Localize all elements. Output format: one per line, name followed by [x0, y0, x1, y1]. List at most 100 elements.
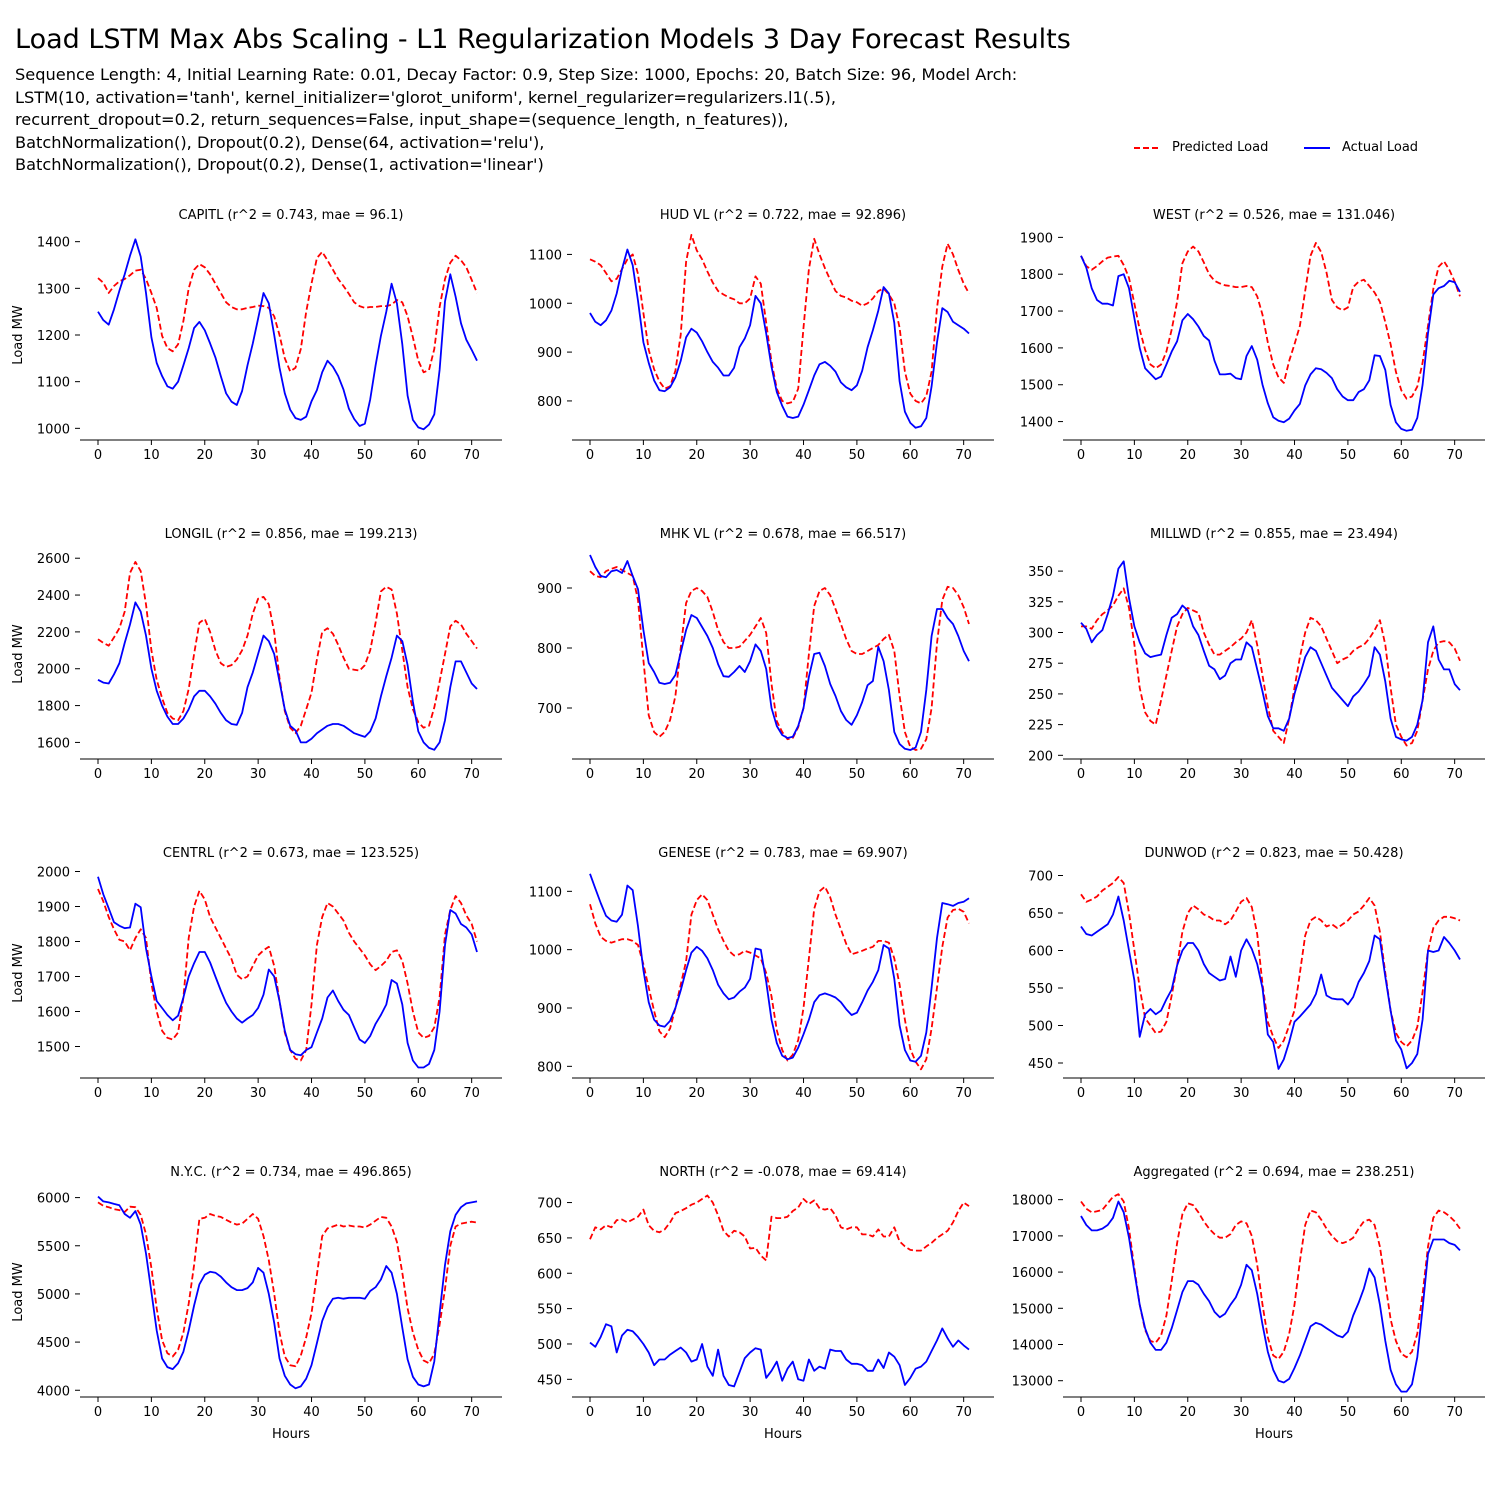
- x-tick-label: 40: [303, 1405, 320, 1420]
- x-tick-label: 60: [1393, 448, 1410, 463]
- x-tick-label: 70: [955, 767, 972, 782]
- x-tick-label: 0: [94, 448, 102, 463]
- x-tick-label: 60: [902, 767, 919, 782]
- x-tick-label: 70: [955, 448, 972, 463]
- chart-panel: WEST (r^2 = 0.526, mae = 131.046) 0 10 20 30…: [1020, 208, 1485, 463]
- x-tick-label: 10: [635, 448, 652, 463]
- x-tick-label: 20: [688, 767, 705, 782]
- x-tick-label: 10: [143, 1405, 160, 1420]
- y-tick-label: 1300: [37, 282, 70, 297]
- x-tick-label: 10: [635, 767, 652, 782]
- chart-panel: LONGIL (r^2 = 0.856, mae = 199.213) 0 10 20…: [11, 527, 502, 782]
- x-tick-label: 10: [1126, 767, 1143, 782]
- y-tick-label: 14000: [1012, 1339, 1053, 1354]
- legend-label-actual: Actual Load: [1342, 140, 1419, 155]
- x-tick-label: 40: [795, 1086, 812, 1101]
- actual-load-line: [97, 601, 478, 751]
- y-tick-label: 500: [1028, 1020, 1053, 1035]
- x-tick-label: 60: [902, 448, 919, 463]
- x-tick-label: 20: [196, 1405, 213, 1420]
- x-tick-label: 0: [586, 448, 594, 463]
- x-tick-label: 10: [143, 448, 160, 463]
- y-tick-label: 450: [537, 1373, 562, 1388]
- y-tick-label: 1900: [37, 901, 70, 916]
- y-tick-label: 275: [1028, 657, 1053, 672]
- x-tick-label: 20: [1179, 1086, 1196, 1101]
- x-tick-label: 0: [94, 1086, 102, 1101]
- y-tick-label: 250: [1028, 688, 1053, 703]
- actual-load-line: [589, 873, 970, 1063]
- x-tick-label: 30: [250, 767, 267, 782]
- y-tick-label: 4500: [37, 1336, 70, 1351]
- predicted-load-line: [1080, 241, 1461, 400]
- y-tick-label: 2200: [37, 626, 70, 641]
- legend-swatch-actual: [1304, 146, 1330, 149]
- y-tick-label: 16000: [1012, 1266, 1053, 1281]
- y-tick-label: 600: [1028, 945, 1053, 960]
- x-tick-label: 10: [143, 1086, 160, 1101]
- predicted-load-line: [589, 566, 970, 751]
- y-tick-label: 300: [1028, 627, 1053, 642]
- actual-load-line: [589, 1323, 970, 1388]
- y-tick-label: 350: [1028, 565, 1053, 580]
- x-tick-label: 60: [902, 1086, 919, 1101]
- subtitle-line: BatchNormalization(), Dropout(0.2), Dens…: [15, 155, 544, 174]
- x-tick-label: 10: [1126, 1086, 1143, 1101]
- x-tick-label: 20: [1179, 448, 1196, 463]
- x-tick-label: 30: [742, 448, 759, 463]
- legend-label-predicted: Predicted Load: [1172, 140, 1269, 155]
- x-tick-label: 0: [1077, 1405, 1085, 1420]
- panel-title: HUD VL (r^2 = 0.722, mae = 92.896): [660, 208, 906, 223]
- x-tick-label: 60: [1393, 1086, 1410, 1101]
- panel-title: DUNWOD (r^2 = 0.823, mae = 50.428): [1144, 846, 1403, 861]
- subtitle-line: LSTM(10, activation='tanh', kernel_initi…: [15, 87, 836, 107]
- panel-title: MHK VL (r^2 = 0.678, mae = 66.517): [660, 527, 906, 542]
- x-tick-label: 10: [635, 1086, 652, 1101]
- y-axis-label: Load MW: [11, 305, 26, 365]
- panel-title: CENTRL (r^2 = 0.673, mae = 123.525): [163, 846, 419, 861]
- y-tick-label: 2000: [37, 663, 70, 678]
- predicted-load-line: [97, 561, 478, 735]
- x-tick-label: 50: [1340, 448, 1357, 463]
- y-tick-label: 1000: [37, 422, 70, 437]
- x-tick-label: 40: [303, 1086, 320, 1101]
- x-tick-label: 40: [795, 1405, 812, 1420]
- subtitle-line: Sequence Length: 4, Initial Learning Rat…: [15, 65, 1018, 84]
- x-tick-label: 30: [250, 448, 267, 463]
- x-tick-label: 60: [1393, 767, 1410, 782]
- y-tick-label: 1800: [1020, 268, 1053, 283]
- chart-panel: MHK VL (r^2 = 0.678, mae = 66.517) 0 10 20 3…: [537, 527, 994, 782]
- y-tick-label: 1700: [37, 971, 70, 986]
- x-tick-label: 50: [1340, 1086, 1357, 1101]
- y-axis-label: Load MW: [11, 624, 26, 684]
- x-tick-label: 50: [357, 1405, 374, 1420]
- y-tick-label: 1800: [37, 700, 70, 715]
- y-tick-label: 1600: [1020, 342, 1053, 357]
- y-tick-label: 650: [1028, 907, 1053, 922]
- y-axis-label: Load MW: [11, 943, 26, 1003]
- x-tick-label: 50: [849, 767, 866, 782]
- figure-subtitle: Sequence Length: 4, Initial Learning Rat…: [15, 64, 1115, 177]
- y-tick-label: 1100: [37, 376, 70, 391]
- y-tick-label: 600: [537, 1267, 562, 1282]
- y-tick-label: 2400: [37, 589, 70, 604]
- legend-swatch-predicted: [1134, 146, 1160, 149]
- actual-load-line: [589, 248, 970, 429]
- y-tick-label: 2000: [37, 866, 70, 881]
- chart-panel: GENESE (r^2 = 0.783, mae = 69.907) 0 10 20 3…: [529, 846, 994, 1101]
- x-tick-label: 60: [1393, 1405, 1410, 1420]
- x-tick-label: 20: [688, 448, 705, 463]
- y-axis-label: Load MW: [11, 1262, 26, 1322]
- x-tick-label: 70: [463, 1405, 480, 1420]
- chart-panel: N.Y.C. (r^2 = 0.734, mae = 496.865) 0 10 20…: [11, 1165, 502, 1442]
- x-tick-label: 50: [1340, 1405, 1357, 1420]
- predicted-load-line: [589, 233, 970, 405]
- x-tick-label: 20: [196, 1086, 213, 1101]
- y-tick-label: 2600: [37, 552, 70, 567]
- x-axis-label: Hours: [272, 1427, 310, 1442]
- x-tick-label: 70: [1446, 1086, 1463, 1101]
- y-tick-label: 550: [537, 1303, 562, 1318]
- x-tick-label: 20: [1179, 1405, 1196, 1420]
- subtitle-line: recurrent_dropout=0.2, return_sequences=…: [15, 110, 789, 129]
- chart-panel: DUNWOD (r^2 = 0.823, mae = 50.428) 0 10 20 3…: [1028, 846, 1485, 1101]
